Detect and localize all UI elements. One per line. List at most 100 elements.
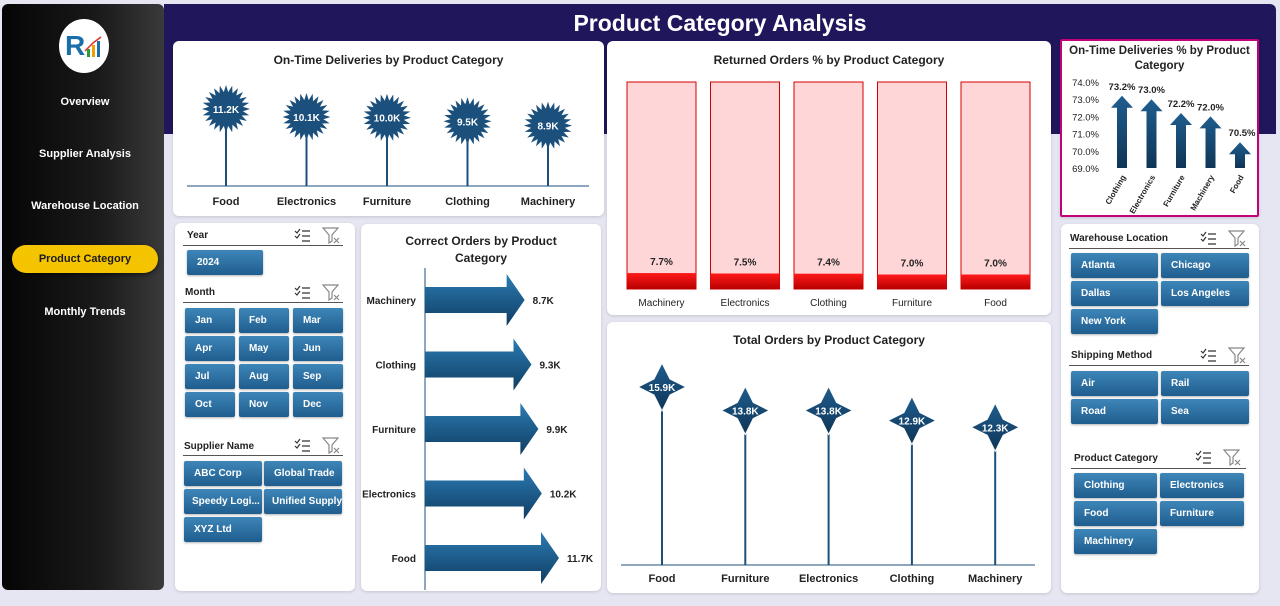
data-label: 12.9K (899, 417, 926, 428)
slicer-warehouse-atlanta[interactable]: Atlanta (1071, 253, 1158, 278)
nav-product-category[interactable]: Product Category (12, 245, 158, 273)
arrow-bar (425, 403, 539, 455)
slicer-month-jun[interactable]: Jun (293, 336, 343, 361)
nav-monthly-trends[interactable]: Monthly Trends (44, 306, 126, 318)
data-label: 11.2K (213, 105, 240, 116)
slicer-divider (183, 245, 343, 246)
slicer-divider (1071, 468, 1246, 469)
slicer-month-jul[interactable]: Jul (185, 364, 235, 389)
returned-bar (627, 273, 696, 289)
slicer-shipping-sea[interactable]: Sea (1161, 399, 1249, 424)
star-marker (970, 402, 1021, 453)
category-label: Electronics (277, 196, 336, 208)
starburst-marker (363, 93, 411, 142)
category-label: Electronics (721, 298, 770, 309)
slicer-supplier-speedy-logistics[interactable]: Speedy Logi... (184, 489, 262, 514)
category-label: Furniture (892, 298, 932, 309)
slicer-supplier-unified-supply[interactable]: Unified Supply (264, 489, 342, 514)
category-label: Machinery (1189, 173, 1217, 212)
clear-filter-icon[interactable] (1228, 229, 1246, 247)
data-label: 8.7K (533, 296, 555, 307)
data-label: 15.9K (649, 383, 676, 394)
slicer-year-2024[interactable]: 2024 (187, 250, 263, 275)
slicer-month-apr[interactable]: Apr (185, 336, 235, 361)
slicer-month-feb[interactable]: Feb (239, 308, 289, 333)
slicer-month-jan[interactable]: Jan (185, 308, 235, 333)
ontime-deliveries-chart: 11.2K Food 10.1K Electronics 10.0K Furniture 9… (187, 85, 589, 208)
slicer-warehouse-dallas[interactable]: Dallas (1071, 281, 1158, 306)
slicer-shipping-rail[interactable]: Rail (1161, 371, 1249, 396)
data-label: 73.2% (1109, 82, 1136, 93)
data-label: 12.3K (982, 423, 1009, 434)
multi-select-icon[interactable] (293, 437, 311, 453)
category-label: Food (984, 298, 1007, 309)
y-tick-label: 70.0% (1072, 147, 1099, 158)
slicer-supplier-global-trade[interactable]: Global Trade (264, 461, 342, 486)
slicer-month-mar[interactable]: Mar (293, 308, 343, 333)
clear-filter-icon[interactable] (322, 226, 340, 244)
multi-select-icon[interactable] (1199, 347, 1217, 363)
slicer-month-aug[interactable]: Aug (239, 364, 289, 389)
slicer-category-furniture[interactable]: Furniture (1160, 501, 1244, 526)
chart-title: On-Time Deliveries by Product Category (273, 53, 504, 67)
data-label: 13.8K (815, 407, 842, 418)
clear-filter-icon[interactable] (322, 283, 340, 301)
category-label: Clothing (810, 298, 847, 309)
slicer-title-year: Year (187, 230, 209, 241)
slicer-month-may[interactable]: May (239, 336, 289, 361)
nav-overview[interactable]: Overview (60, 96, 110, 108)
filter-panel-left: Year 2024 Month Jan Feb Mar Apr May Jun … (175, 223, 355, 591)
clear-filter-icon[interactable] (322, 436, 340, 454)
slicer-month-nov[interactable]: Nov (239, 392, 289, 417)
ontime-deliveries-card: On-Time Deliveries by Product Category 1… (173, 41, 604, 216)
returned-bar (710, 273, 780, 289)
y-tick-label: 71.0% (1072, 130, 1099, 141)
returned-bar (877, 274, 947, 289)
slicer-month-dec[interactable]: Dec (293, 392, 343, 417)
returned-orders-chart: 7.7% Machinery 7.5% Electronics 7.4% Clothing… (626, 81, 1031, 309)
nav-warehouse-location[interactable]: Warehouse Location (31, 200, 139, 212)
slicer-warehouse-chicago[interactable]: Chicago (1161, 253, 1249, 278)
clear-filter-icon[interactable] (1223, 448, 1241, 466)
star-marker (886, 395, 938, 446)
data-label: 13.8K (732, 407, 759, 418)
data-label: 73.0% (1138, 85, 1165, 96)
star-marker (636, 361, 688, 413)
starburst-marker (524, 101, 572, 150)
slicer-shipping-air[interactable]: Air (1071, 371, 1158, 396)
slicer-category-machinery[interactable]: Machinery (1074, 529, 1157, 554)
starburst-marker (202, 85, 250, 133)
slicer-warehouse-new-york[interactable]: New York (1071, 309, 1158, 334)
slicer-warehouse-los-angeles[interactable]: Los Angeles (1161, 281, 1249, 306)
category-label: Clothing (1104, 173, 1128, 206)
multi-select-icon[interactable] (1194, 449, 1212, 465)
category-label: Machinery (521, 196, 576, 208)
slicer-shipping-road[interactable]: Road (1071, 399, 1158, 424)
data-label: 8.9K (537, 122, 559, 133)
category-label: Furniture (363, 196, 411, 208)
total-orders-card: Total Orders by Product Category 15.9K Fo… (607, 322, 1051, 593)
slicer-supplier-abc-corp[interactable]: ABC Corp (184, 461, 262, 486)
data-label: 10.0K (374, 114, 401, 125)
ontime-percent-chart: 74.0% 73.0% 72.0% 71.0% 70.0% 69.0% 73.2% Cloth… (1072, 78, 1256, 215)
nav-supplier-analysis[interactable]: Supplier Analysis (39, 148, 131, 160)
page-title: Product Category Analysis (573, 10, 867, 36)
multi-select-icon[interactable] (293, 284, 311, 300)
company-logo: R (59, 19, 109, 73)
slicer-category-electronics[interactable]: Electronics (1160, 473, 1244, 498)
chart-title: On-Time Deliveries % by Product Category (1069, 45, 1250, 72)
data-label: 9.3K (540, 361, 562, 372)
category-label: Clothing (445, 196, 490, 208)
multi-select-icon[interactable] (1199, 230, 1217, 246)
slicer-month-oct[interactable]: Oct (185, 392, 235, 417)
star-marker (720, 385, 771, 436)
slicer-category-clothing[interactable]: Clothing (1074, 473, 1157, 498)
slicer-month-sep[interactable]: Sep (293, 364, 343, 389)
slicer-divider (1069, 365, 1249, 366)
data-label: 7.5% (734, 257, 757, 268)
clear-filter-icon[interactable] (1228, 346, 1246, 364)
data-label: 9.5K (457, 117, 479, 128)
slicer-supplier-xyz-ltd[interactable]: XYZ Ltd (184, 517, 262, 542)
slicer-category-food[interactable]: Food (1074, 501, 1157, 526)
multi-select-icon[interactable] (293, 227, 311, 243)
